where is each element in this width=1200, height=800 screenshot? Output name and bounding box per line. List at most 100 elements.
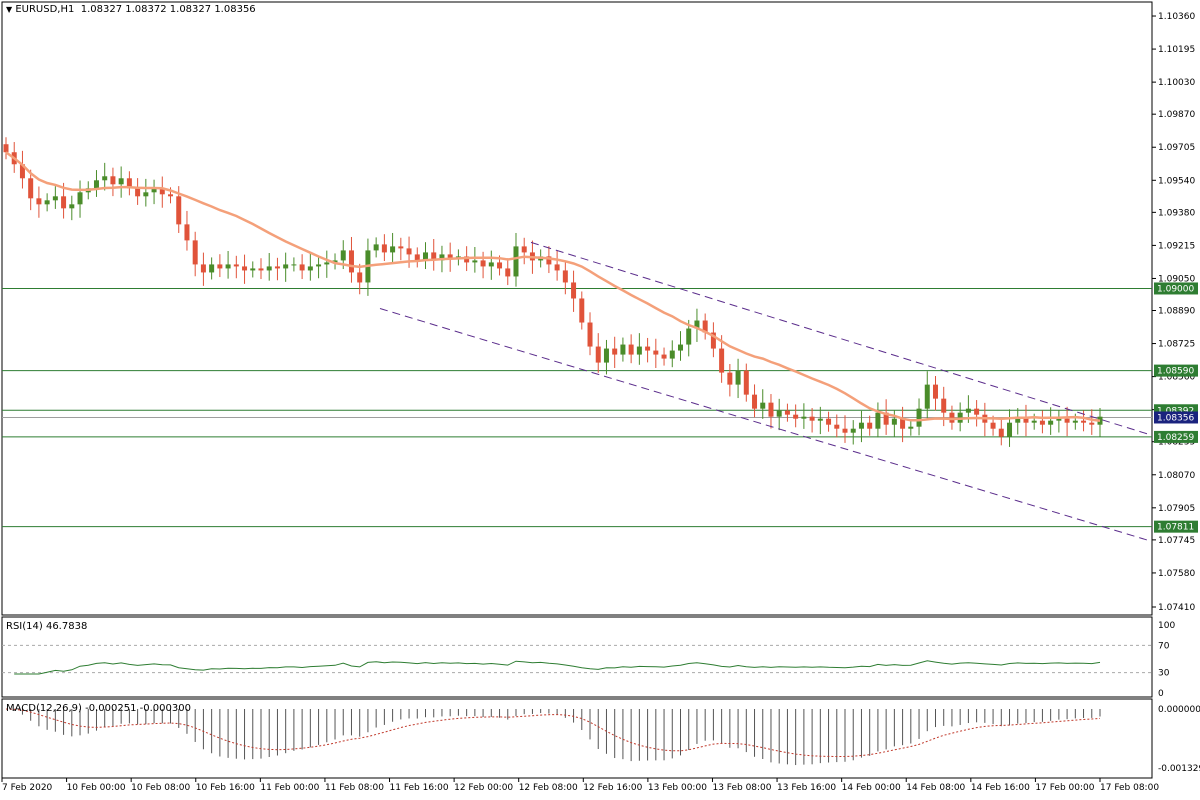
channel-lower-line — [379, 308, 1151, 542]
candle-body — [932, 384, 938, 399]
time-tick-label: 7 Feb 2020 — [2, 783, 53, 793]
candle-body — [809, 416, 815, 421]
candle-body — [61, 196, 67, 209]
collapse-triangle-icon[interactable]: ▼ — [6, 5, 13, 14]
price-tick-label: 1.10030 — [1158, 78, 1195, 88]
candle-body — [628, 344, 634, 355]
price-tick-label: 1.10360 — [1158, 12, 1195, 22]
price-tick-label: 1.07580 — [1158, 569, 1195, 579]
rsi-tick-label: 0 — [1158, 689, 1164, 699]
candle-body — [1056, 418, 1062, 421]
macd-label: MACD(12,26,9) -0.000251 -0.000300 — [6, 703, 191, 714]
candle-body — [217, 264, 223, 269]
candle-body — [891, 418, 897, 425]
candle-body — [842, 428, 848, 433]
symbol-header: ▼ EURUSD,H1 1.08327 1.08372 1.08327 1.08… — [6, 4, 256, 15]
candle-body — [793, 414, 799, 419]
candle-body — [1072, 420, 1078, 423]
candle-body — [719, 348, 725, 373]
candle-body — [1007, 422, 1013, 437]
candle-body — [233, 264, 239, 267]
candle-body — [587, 322, 593, 347]
level-price-label: 1.08590 — [1157, 367, 1194, 377]
candle-body — [636, 346, 642, 355]
candle-body — [159, 188, 165, 195]
candle-body — [727, 372, 733, 385]
candle-body — [340, 250, 346, 261]
macd-signal-line — [5, 708, 1101, 757]
candle-body — [900, 418, 906, 429]
candle-body — [1048, 420, 1054, 425]
price-tick-label: 1.10195 — [1158, 45, 1195, 55]
candle-body — [875, 412, 881, 429]
time-tick-label: 17 Feb 08:00 — [1100, 783, 1159, 793]
price-tick-label: 1.08070 — [1158, 471, 1195, 481]
candle-body — [414, 254, 420, 261]
candle-body — [521, 246, 527, 253]
candle-body — [176, 196, 182, 225]
time-tick-label: 12 Feb 08:00 — [519, 783, 578, 793]
candle-body — [274, 266, 280, 269]
price-tick-label: 1.07745 — [1158, 536, 1195, 546]
candle-body — [209, 264, 215, 273]
candle-body — [554, 264, 560, 271]
candle-body — [620, 344, 626, 355]
candle-body — [102, 176, 108, 181]
price-tick-label: 1.09705 — [1158, 143, 1195, 153]
candle-body — [168, 194, 174, 197]
rsi-tick-label: 30 — [1158, 669, 1170, 679]
price-tick-label: 1.07905 — [1158, 504, 1195, 514]
candle-body — [571, 282, 577, 299]
main-panel — [1, 1, 1153, 616]
candle-body — [513, 246, 519, 277]
candle-body — [225, 264, 231, 269]
candle-body — [52, 196, 58, 201]
candle-body — [390, 246, 396, 253]
candle-body — [299, 264, 305, 271]
candle-body — [126, 178, 132, 189]
candle-body — [472, 260, 478, 263]
candle-body — [645, 346, 651, 351]
candle-body — [710, 332, 716, 349]
candle-body — [93, 180, 99, 189]
candle-body — [1089, 422, 1095, 425]
time-tick-label: 14 Feb 08:00 — [906, 783, 965, 793]
price-tick-label: 1.08725 — [1158, 340, 1195, 350]
candle-body — [784, 410, 790, 415]
price-tick-label: 1.08560 — [1158, 373, 1195, 383]
candle-body — [406, 248, 412, 255]
candle-body — [348, 250, 354, 273]
candle-body — [826, 418, 832, 425]
candle-body — [883, 412, 889, 425]
candle-body — [291, 264, 297, 266]
time-tick-label: 10 Feb 16:00 — [196, 783, 255, 793]
candle-body — [661, 354, 667, 359]
rsi-panel — [1, 616, 1153, 698]
candle-body — [381, 244, 387, 253]
symbol-label: EURUSD,H1 — [15, 4, 75, 15]
time-tick-label: 13 Feb 16:00 — [777, 783, 836, 793]
candle-body — [135, 188, 141, 197]
level-price-tag — [1154, 282, 1198, 295]
candle-body — [373, 244, 379, 251]
time-tick-label: 17 Feb 00:00 — [1035, 783, 1094, 793]
candle-body — [184, 224, 190, 241]
candle-body — [464, 256, 470, 263]
candles-group — [3, 137, 1103, 447]
candle-body — [1039, 420, 1045, 425]
level-price-label: 1.08392 — [1157, 406, 1194, 416]
level-price-tag — [1154, 364, 1198, 377]
candle-body — [258, 268, 264, 271]
price-tick-label: 1.09050 — [1158, 274, 1195, 284]
time-tick-label: 11 Feb 16:00 — [390, 783, 449, 793]
price-tick-label: 1.09540 — [1158, 176, 1195, 186]
candle-body — [965, 408, 971, 413]
candle-body — [77, 192, 83, 205]
candle-body — [612, 348, 618, 355]
candle-body — [242, 266, 248, 271]
candle-body — [817, 418, 823, 421]
candle-body — [686, 328, 692, 345]
candle-body — [677, 344, 683, 351]
candle-body — [488, 262, 494, 267]
